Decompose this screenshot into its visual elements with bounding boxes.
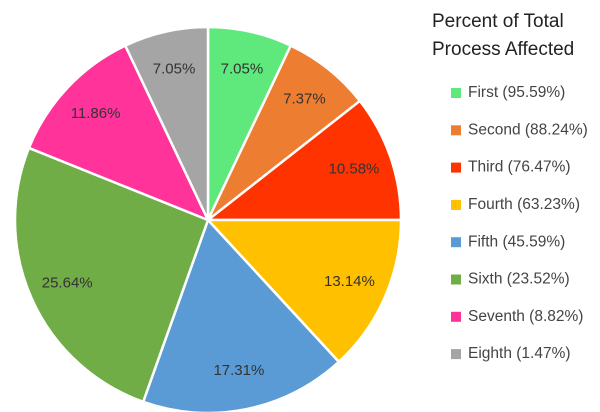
legend-label: Seventh (8.82%) — [468, 308, 583, 325]
legend-swatch — [451, 88, 461, 98]
legend-swatch — [451, 237, 461, 248]
data-label: 7.05% — [221, 60, 264, 77]
legend-swatch — [451, 199, 461, 210]
pie-slice — [13, 146, 210, 404]
legend-label: First (95.59%) — [468, 84, 565, 101]
pie-slice — [27, 43, 211, 223]
legend-label: Second (88.24%) — [468, 121, 588, 138]
legend-label: Fourth (63.23%) — [468, 196, 580, 213]
legend-label: Third (76.47%) — [468, 159, 571, 176]
pie-slice — [205, 218, 403, 364]
pie-slice — [204, 99, 403, 222]
data-label: 13.14% — [324, 273, 375, 290]
data-label: 11.86% — [71, 105, 121, 122]
data-label: 7.05% — [153, 60, 196, 77]
legend-label: Eighth (1.47%) — [468, 345, 571, 362]
data-label: 7.37% — [283, 90, 326, 107]
legend-label: Sixth (23.52%) — [468, 271, 570, 288]
pie-slice — [123, 25, 210, 221]
data-label: 25.64% — [42, 274, 93, 291]
legend-swatch — [451, 162, 461, 173]
legend-swatch — [451, 311, 461, 322]
data-label: 10.58% — [329, 161, 380, 178]
legend-swatch — [451, 349, 461, 360]
legend-label: Fifth (45.59%) — [468, 233, 565, 250]
legend-swatch — [451, 125, 461, 136]
legend-swatch — [451, 274, 461, 285]
data-label: 17.31% — [213, 362, 264, 379]
legend-title: Percent of Total Process Affected — [432, 11, 575, 60]
